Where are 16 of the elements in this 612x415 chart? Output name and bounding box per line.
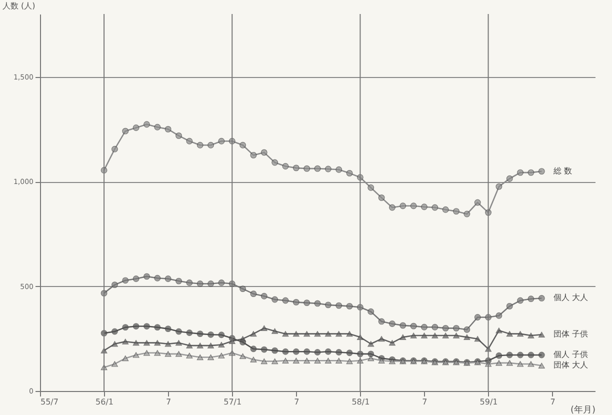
series-label: 団体 子供: [554, 330, 588, 339]
x-tick-label: 7: [294, 398, 300, 406]
series-label: 個人 子供: [554, 350, 588, 359]
x-axis-title: (年月): [570, 404, 596, 415]
series-label: 総 数: [552, 166, 572, 176]
x-tick-label: 58/1: [352, 398, 370, 406]
series-label: 団体 大人: [554, 360, 588, 370]
x-tick-label: 7: [422, 398, 428, 406]
x-tick-label: 7: [550, 398, 556, 406]
series-label: 個人 大人: [554, 293, 588, 302]
x-tick-label: 59/1: [480, 398, 498, 406]
x-tick-label: 55/7: [40, 398, 58, 406]
y-axis-title: 人数 (人): [2, 2, 36, 10]
x-tick-label: 57/1: [224, 398, 242, 406]
x-tick-label: 7: [166, 398, 172, 406]
x-tick-label: 56/1: [96, 398, 114, 406]
